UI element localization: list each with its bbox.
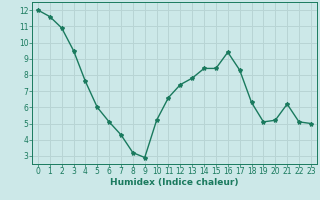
X-axis label: Humidex (Indice chaleur): Humidex (Indice chaleur): [110, 178, 239, 187]
